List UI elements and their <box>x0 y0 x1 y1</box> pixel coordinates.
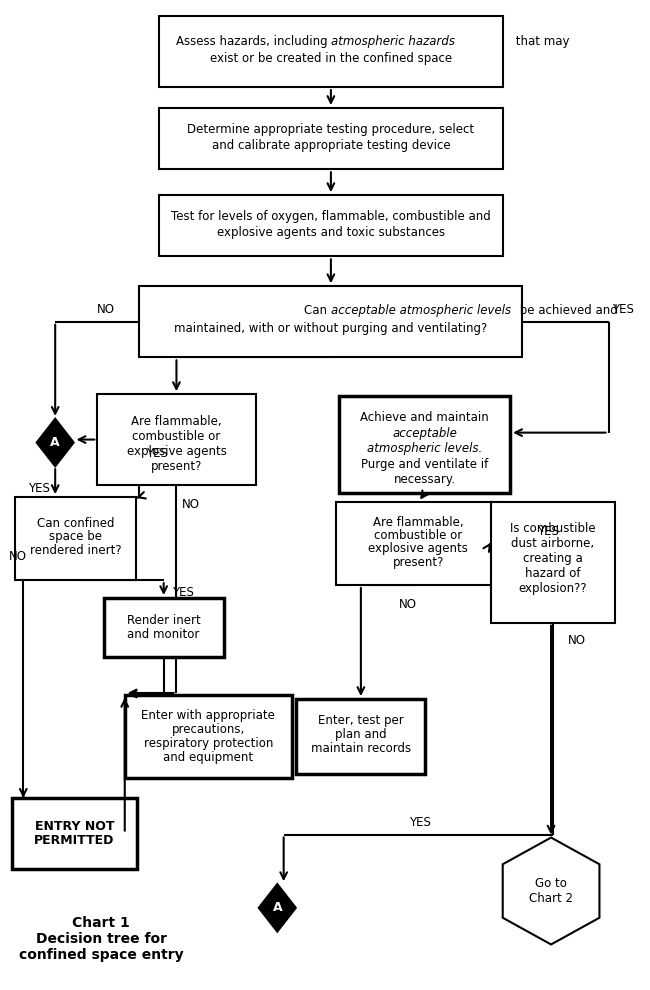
Text: Test for levels of oxygen, flammable, combustible and: Test for levels of oxygen, flammable, co… <box>171 210 491 224</box>
Text: Are flammable,: Are flammable, <box>373 516 463 530</box>
FancyBboxPatch shape <box>159 108 503 169</box>
Text: Chart 1: Chart 1 <box>72 916 130 930</box>
FancyBboxPatch shape <box>339 396 510 493</box>
Text: exist or be created in the confined space: exist or be created in the confined spac… <box>210 51 452 65</box>
Text: dust airborne,: dust airborne, <box>512 537 595 550</box>
Text: explosive agents: explosive agents <box>369 542 468 555</box>
FancyBboxPatch shape <box>296 699 425 774</box>
FancyBboxPatch shape <box>491 502 615 623</box>
FancyBboxPatch shape <box>140 286 523 357</box>
Text: Achieve and maintain: Achieve and maintain <box>360 411 489 425</box>
Text: Enter with appropriate: Enter with appropriate <box>142 709 276 723</box>
Text: acceptable atmospheric levels: acceptable atmospheric levels <box>331 304 511 318</box>
Text: space be: space be <box>49 530 102 544</box>
Text: Purge and ventilate if: Purge and ventilate if <box>361 457 488 471</box>
Text: rendered inert?: rendered inert? <box>30 544 122 557</box>
Text: YES: YES <box>29 481 50 495</box>
Text: and calibrate appropriate testing device: and calibrate appropriate testing device <box>212 139 450 152</box>
Text: Go to
Chart 2: Go to Chart 2 <box>529 877 573 905</box>
Text: Are flammable,: Are flammable, <box>131 415 222 429</box>
FancyBboxPatch shape <box>336 502 500 585</box>
Text: NO: NO <box>181 498 200 512</box>
Text: maintained, with or without purging and ventilating?: maintained, with or without purging and … <box>174 322 488 336</box>
Text: A: A <box>272 901 282 915</box>
FancyBboxPatch shape <box>125 695 292 778</box>
Text: maintain records: maintain records <box>311 742 411 755</box>
FancyBboxPatch shape <box>159 16 503 87</box>
Text: Can: Can <box>304 304 331 318</box>
Text: PERMITTED: PERMITTED <box>34 834 114 847</box>
Text: ENTRY NOT: ENTRY NOT <box>34 820 114 834</box>
Text: precautions,: precautions, <box>172 723 245 737</box>
Text: hazard of: hazard of <box>525 566 580 580</box>
Text: Assess hazards, including: Assess hazards, including <box>176 35 331 49</box>
Text: NO: NO <box>398 598 417 612</box>
Text: combustible or: combustible or <box>374 529 462 543</box>
Text: Determine appropriate testing procedure, select: Determine appropriate testing procedure,… <box>187 123 474 137</box>
Text: NO: NO <box>567 634 586 647</box>
Text: and monitor: and monitor <box>127 628 200 642</box>
Text: A: A <box>50 436 60 449</box>
Text: confined space entry: confined space entry <box>19 948 183 962</box>
Text: YES: YES <box>172 585 194 599</box>
Text: NO: NO <box>98 303 115 317</box>
Text: respiratory protection: respiratory protection <box>144 737 273 750</box>
Polygon shape <box>36 419 73 466</box>
Text: explosion??: explosion?? <box>519 581 588 595</box>
Text: acceptable: acceptable <box>392 427 457 441</box>
FancyBboxPatch shape <box>15 497 136 580</box>
Text: plan and: plan and <box>335 728 387 742</box>
Text: present?: present? <box>151 459 202 473</box>
Text: Decision tree for: Decision tree for <box>36 932 166 945</box>
FancyBboxPatch shape <box>12 798 137 869</box>
Text: necessary.: necessary. <box>394 472 456 486</box>
Text: explosive agents and toxic substances: explosive agents and toxic substances <box>217 226 445 240</box>
Text: Is combustible: Is combustible <box>510 522 596 536</box>
FancyBboxPatch shape <box>98 394 255 485</box>
Text: Can confined: Can confined <box>37 517 114 531</box>
Text: NO: NO <box>9 549 27 563</box>
Text: combustible or: combustible or <box>133 430 220 444</box>
Text: YES: YES <box>146 446 168 460</box>
Text: explosive agents: explosive agents <box>127 445 226 458</box>
Text: Enter, test per: Enter, test per <box>318 714 404 728</box>
Text: Render inert: Render inert <box>127 614 201 628</box>
Text: atmospheric levels.: atmospheric levels. <box>367 442 482 455</box>
FancyBboxPatch shape <box>104 598 224 657</box>
Polygon shape <box>259 884 296 932</box>
Text: YES: YES <box>410 816 431 830</box>
Text: that may: that may <box>512 35 569 49</box>
Text: YES: YES <box>612 303 634 317</box>
Text: present?: present? <box>393 555 444 569</box>
Polygon shape <box>502 838 599 944</box>
Text: atmospheric hazards: atmospheric hazards <box>331 35 455 49</box>
FancyBboxPatch shape <box>159 195 503 256</box>
Text: YES: YES <box>537 525 559 539</box>
Text: and equipment: and equipment <box>163 750 254 764</box>
Text: be achieved and: be achieved and <box>516 304 618 318</box>
Text: creating a: creating a <box>523 551 583 565</box>
